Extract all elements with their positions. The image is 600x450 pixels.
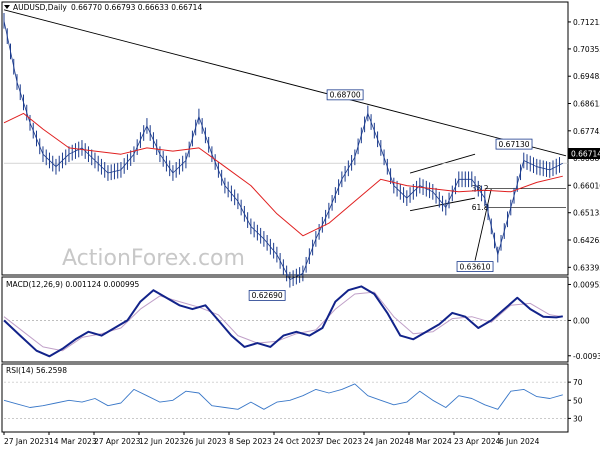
macd-line [3, 285, 563, 358]
fib-level-label: 38.2 [472, 184, 489, 193]
x-tick-label: 24 Jan 2024 [364, 437, 409, 446]
price-y-tick-label: 0.70355 [573, 45, 600, 54]
x-tick-label: 8 Sep 2023 [229, 437, 272, 446]
rsi-y-ticks: 70 50 30 [568, 378, 583, 423]
macd-series [3, 285, 568, 358]
x-tick-label: 24 Oct 2023 [274, 437, 321, 446]
price-annotation-label: 0.68700 [330, 91, 361, 100]
price-close-line [3, 20, 563, 281]
trendline [409, 153, 476, 174]
rsi-panel-frame [1, 363, 569, 433]
fib-level-label: 61.8 [472, 203, 489, 212]
price-y-tick-label: 0.64265 [573, 236, 600, 245]
x-tick-label: 27 Jan 2023 [4, 437, 49, 446]
price-y-tick-label: 0.69485 [573, 72, 600, 81]
rsi-line [3, 383, 563, 410]
moving-average-line [3, 112, 563, 237]
price-panel: ActionForex.com 0.71215 0.70355 0.69485 0.6… [1, 1, 600, 301]
macd-y-tick-label: 0.009524 [573, 280, 600, 289]
macd-title: MACD(12,26,9) 0.001124 0.000995 [6, 280, 140, 289]
price-annotations: 0.68700 0.67130 0.62690 0.63610 [248, 89, 533, 301]
rsi-y-tick-label: 70 [573, 378, 583, 387]
last-price-box [568, 148, 600, 159]
price-annotation-box [248, 290, 286, 301]
price-annotation-box [495, 138, 533, 150]
dropdown-arrow-icon[interactable] [4, 5, 10, 9]
chart-title: AUDUSD,Daily [13, 3, 67, 12]
price-y-tick-label: 0.68615 [573, 100, 600, 109]
macd-panel: 0.009524 0.00 -0.00935 MACD(12,26,9) 0.001… [1, 276, 600, 363]
chart-header: AUDUSD,Daily 0.66770 0.66793 0.66633 0.6… [4, 3, 202, 12]
ohlc-values: 0.66770 0.66793 0.66633 0.66714 [71, 3, 202, 12]
price-y-tick-label: 0.67745 [573, 127, 600, 136]
price-annotation-box [326, 89, 364, 101]
price-y-tick-label: 0.71215 [573, 18, 600, 27]
x-tick-label: 26 Jul 2023 [184, 437, 227, 446]
rsi-y-tick-label: 30 [573, 414, 583, 423]
macd-y-ticks: 0.009524 0.00 -0.00935 [568, 280, 600, 361]
macd-y-tick-label: -0.00935 [573, 352, 600, 361]
x-tick-label: 23 Apr 2024 [454, 437, 501, 446]
macd-panel-frame [1, 276, 569, 363]
x-tick-label: 12 Jun 2023 [139, 437, 184, 446]
last-price-label: 0.66714 [571, 150, 600, 159]
price-panel-frame [1, 1, 569, 276]
trendline [474, 188, 492, 261]
price-annotation-label: 0.62690 [252, 291, 283, 300]
price-series [3, 12, 563, 288]
x-tick-label: 8 Mar 2024 [409, 437, 452, 446]
price-annotation-box [456, 261, 494, 272]
price-annotation-label: 0.67130 [499, 140, 530, 149]
x-tick-label: 6 Jun 2024 [499, 437, 540, 446]
trendline [3, 9, 567, 157]
rsi-y-tick-label: 50 [573, 396, 583, 405]
watermark: ActionForex.com [62, 246, 245, 271]
x-tick-label: 7 Dec 2023 [319, 437, 362, 446]
price-y-tick-label: 0.63395 [573, 263, 600, 272]
macd-y-tick-label: 0.00 [573, 316, 590, 325]
price-y-tick-label: 0.65135 [573, 209, 600, 218]
x-tick-label: 27 Apr 2023 [94, 437, 141, 446]
rsi-series [3, 381, 568, 419]
price-annotation-label: 0.63610 [460, 262, 491, 271]
x-tick-label: 14 Mar 2023 [49, 437, 97, 446]
rsi-title: RSI(14) 56.2598 [6, 366, 67, 375]
rsi-panel: 70 50 30 RSI(14) 56.2598 [1, 363, 583, 433]
